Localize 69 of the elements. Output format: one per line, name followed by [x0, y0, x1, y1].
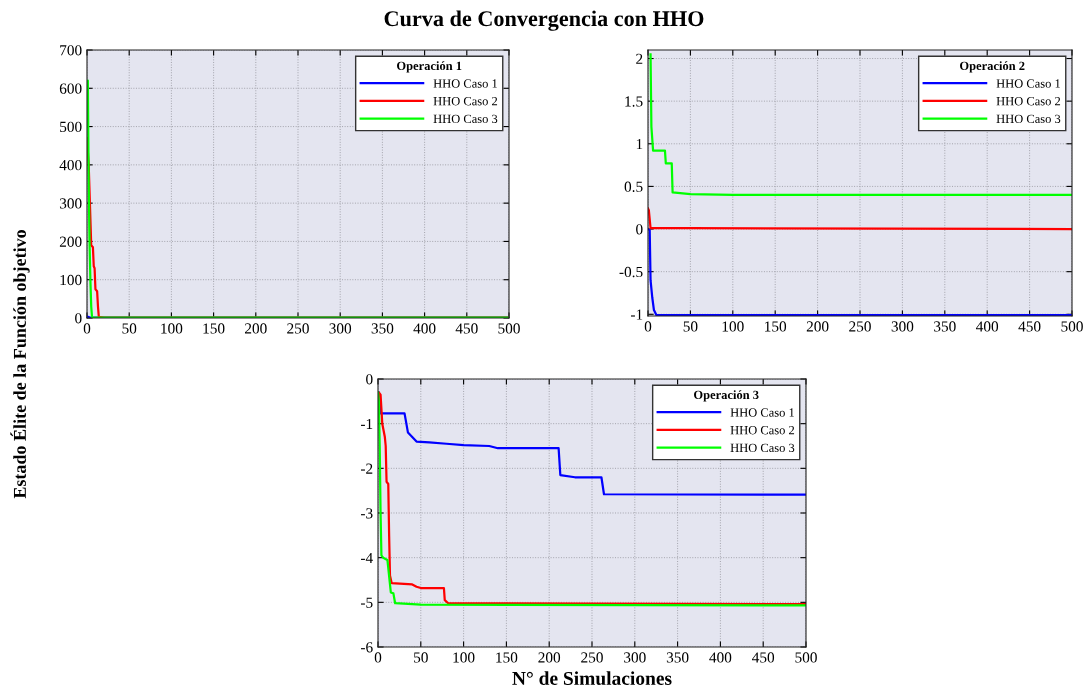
y-tick-label: -1: [360, 418, 373, 429]
x-tick-label: 300: [329, 323, 352, 334]
x-tick-label: 450: [752, 652, 775, 663]
x-tick-label: 250: [581, 652, 603, 663]
y-tick-label: 200: [59, 236, 82, 247]
x-tick-label: 100: [161, 323, 183, 334]
x-tick-label: 200: [538, 652, 561, 663]
x-tick-label: 200: [245, 323, 267, 334]
x-tick-label: 150: [765, 321, 787, 332]
x-tick-label: 200: [806, 321, 829, 332]
y-tick-label: 400: [59, 160, 82, 171]
x-tick-label: 100: [453, 652, 475, 663]
legend-label: HHO Caso 1: [730, 408, 794, 417]
x-tick-label: 300: [891, 321, 914, 332]
y-tick-label: 0: [636, 224, 643, 235]
legend-label: HHO Caso 3: [433, 114, 498, 124]
legend-label: HHO Caso 2: [730, 425, 795, 435]
x-tick-label: 500: [1061, 321, 1083, 332]
y-tick-label: -5: [360, 597, 373, 608]
x-tick-label: 100: [722, 321, 744, 332]
x-tick-label: 400: [976, 321, 999, 332]
legend-label: HHO Caso 1: [996, 79, 1060, 88]
x-axis-title: N° de Simulaciones: [512, 671, 672, 685]
y-tick-label: 500: [60, 121, 82, 133]
legend-label: HHO Caso 1: [433, 79, 497, 88]
legend-label: HHO Caso 2: [433, 96, 498, 106]
legend-label: HHO Caso 3: [730, 443, 795, 453]
y-tick-label: 0: [75, 313, 82, 324]
x-tick-label: 350: [934, 321, 956, 332]
x-tick-label: 450: [455, 323, 478, 334]
y-tick-label: 1: [636, 139, 643, 150]
x-tick-label: 450: [1018, 321, 1041, 332]
y-tick-label: 600: [59, 83, 82, 94]
y-tick-label: -2: [360, 463, 373, 474]
y-axis-title: Estado Élite de la Función objetivo: [10, 230, 30, 499]
x-tick-label: 150: [203, 323, 225, 334]
x-tick-label: 50: [683, 321, 698, 332]
x-tick-label: 500: [498, 323, 520, 334]
x-tick-label: 50: [414, 652, 428, 663]
x-tick-label: 350: [371, 323, 394, 334]
y-tick-label: 0.5: [624, 181, 643, 192]
x-tick-label: 50: [122, 323, 137, 334]
x-tick-label: 500: [795, 652, 817, 663]
y-tick-label: 0: [366, 374, 373, 385]
y-tick-label: -0.5: [619, 266, 643, 278]
x-tick-label: 350: [666, 652, 689, 663]
legend-label: HHO Caso 3: [996, 114, 1061, 124]
x-tick-label: 150: [496, 652, 518, 663]
y-tick-label: -6: [360, 642, 373, 653]
x-tick-label: 400: [709, 652, 732, 663]
y-tick-label: -4: [360, 552, 373, 563]
x-tick-label: 250: [287, 323, 309, 334]
legend-title: Operación 2: [960, 61, 1025, 73]
x-tick-label: 0: [374, 652, 382, 663]
y-tick-label: 100: [60, 274, 82, 286]
x-tick-label: 400: [413, 323, 436, 334]
legend-title: Operación 1: [397, 61, 462, 73]
legend-label: HHO Caso 2: [996, 96, 1061, 106]
y-tick-label: 700: [60, 45, 82, 56]
x-tick-label: 0: [83, 323, 91, 334]
y-tick-label: 2: [636, 53, 643, 64]
y-tick-label: -3: [360, 508, 373, 519]
y-tick-label: 1.5: [625, 96, 643, 107]
y-tick-label: -1: [630, 309, 643, 320]
legend-title: Operación 3: [694, 390, 759, 402]
chart-title: Curva de Convergencia con HHO: [384, 10, 704, 31]
y-tick-label: 300: [59, 198, 82, 209]
x-tick-label: 250: [849, 321, 871, 332]
x-tick-label: 0: [644, 321, 652, 332]
